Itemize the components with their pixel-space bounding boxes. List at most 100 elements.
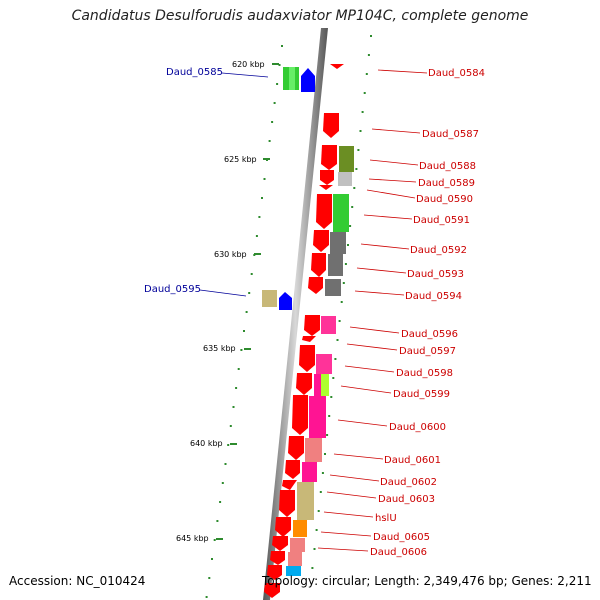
gene-feature [297, 482, 314, 520]
inner-dot [363, 92, 366, 94]
ruler-dot [248, 292, 251, 294]
inner-dot [336, 339, 339, 341]
gene-label[interactable]: Daud_0585 [166, 67, 223, 78]
gene-arrow-minus [288, 436, 304, 460]
gene-arrow-minus [311, 253, 326, 277]
gene-label[interactable]: Daud_0589 [418, 178, 475, 189]
ruler-dot [232, 406, 235, 408]
ruler-dot [211, 558, 213, 560]
gene-label[interactable]: Daud_0600 [389, 422, 446, 433]
inner-dot [324, 453, 326, 455]
inner-dot [334, 358, 337, 360]
ruler: 620 kbp 625 kbp 630 kbp 635 kbp 640 kbp … [176, 60, 279, 543]
ruler-tick-mark [244, 348, 251, 350]
minus-strand-features [264, 64, 344, 598]
gene-arrow-minus [321, 145, 337, 170]
inner-dot [351, 206, 354, 208]
ruler-dot [255, 235, 258, 237]
gene-label[interactable]: Daud_0597 [399, 346, 456, 357]
gene-arrow-minus [330, 64, 344, 69]
ruler-dot [271, 121, 274, 123]
inner-dot [359, 130, 362, 132]
leader-line [320, 531, 372, 537]
inner-dot [370, 35, 372, 37]
gene-feature [333, 194, 349, 232]
gene-arrow-minus [279, 490, 295, 517]
gene-label[interactable]: Daud_0591 [413, 215, 470, 226]
ruler-dot [208, 577, 211, 579]
ruler-dot [268, 140, 271, 142]
gene-feature [338, 172, 352, 186]
ruler-dot [237, 368, 240, 370]
ruler-tick-label: 635 kbp [203, 344, 236, 353]
gene-arrow-minus [272, 536, 288, 551]
gene-feature [302, 462, 317, 482]
gene-label[interactable]: Daud_0587 [422, 129, 479, 140]
gene-feature [290, 538, 305, 552]
gene-arrow-minus [319, 185, 333, 190]
ruler-dot [278, 64, 281, 66]
leader-line [366, 189, 416, 199]
gene-feature [286, 566, 301, 576]
gene-feature [316, 354, 332, 374]
gene-arrow-minus [313, 230, 329, 252]
gene-arrow-minus [264, 583, 280, 598]
leader-line [356, 267, 407, 274]
category-features [286, 146, 354, 576]
gene-arrow-minus [304, 315, 320, 336]
leader-line [360, 243, 410, 250]
ruler-tick-mark [263, 158, 270, 160]
ruler-dot [245, 311, 248, 313]
ruler-dot [216, 520, 219, 522]
ruler-tick-mark [272, 63, 279, 65]
inner-dot [357, 149, 360, 151]
inner-dot [338, 320, 341, 322]
genome-title: Candidatus Desulforudis audaxviator MP10… [71, 8, 529, 24]
leader-line [368, 178, 417, 183]
gene-label[interactable]: Daud_0606 [370, 547, 427, 558]
leader-line [323, 511, 374, 518]
inner-dot [355, 168, 358, 170]
ruler-dot [219, 501, 222, 503]
gene-arrow-minus [320, 170, 334, 185]
gene-label[interactable]: Daud_0602 [380, 477, 437, 488]
gene-label[interactable]: Daud_0590 [416, 194, 473, 205]
ruler-tick-mark [254, 253, 261, 255]
gene-label[interactable]: hslU [375, 513, 397, 524]
leader-line [344, 365, 395, 373]
gene-label[interactable]: Daud_0594 [405, 291, 462, 302]
gene-label[interactable]: Daud_0595 [144, 284, 201, 295]
gene-label[interactable]: Daud_0588 [419, 161, 476, 172]
gene-feature [325, 279, 341, 296]
inner-dot [313, 548, 316, 550]
gene-arrow-minus [308, 277, 323, 294]
plus-strand-features [262, 67, 315, 310]
gene-label[interactable]: Daud_0599 [393, 389, 450, 400]
ruler-tick-label: 640 kbp [190, 439, 223, 448]
gene-label[interactable]: Daud_0603 [378, 494, 435, 505]
ruler-dot [213, 539, 216, 541]
right-labels: Daud_0584 Daud_0587 Daud_0588 Daud_0589 … [317, 68, 485, 558]
gene-label[interactable]: Daud_0596 [401, 329, 458, 340]
gene-label[interactable]: Daud_0592 [410, 245, 467, 256]
ruler-dot [205, 596, 208, 598]
leader-line [363, 214, 413, 220]
ruler-dot [243, 330, 245, 332]
leader-line [333, 453, 384, 460]
gene-arrow-plus [279, 292, 292, 310]
ruler-dot [221, 482, 224, 484]
gene-label[interactable]: Daud_0601 [384, 455, 441, 466]
gene-arrow-plus [301, 68, 315, 92]
ruler-tick-label: 630 kbp [214, 250, 247, 259]
gene-feature [305, 438, 322, 462]
gene-feature [289, 67, 295, 90]
gene-arrow-minus [270, 551, 285, 565]
gene-label[interactable]: Daud_0605 [373, 532, 430, 543]
gene-label[interactable]: Daud_0598 [396, 368, 453, 379]
inner-dot [340, 301, 343, 303]
ruler-dot [224, 463, 227, 465]
gene-label[interactable]: Daud_0584 [428, 68, 485, 79]
gene-arrow-minus [296, 373, 312, 395]
gene-label[interactable]: Daud_0593 [407, 269, 464, 280]
inner-dot [365, 73, 368, 75]
